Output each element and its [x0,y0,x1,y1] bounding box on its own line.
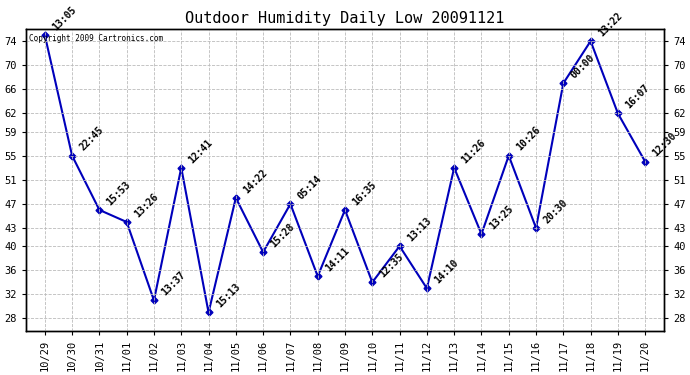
Text: 13:25: 13:25 [487,204,515,231]
Text: 12:30: 12:30 [651,131,678,159]
Text: 15:53: 15:53 [105,179,132,207]
Text: 22:45: 22:45 [78,125,106,153]
Title: Outdoor Humidity Daily Low 20091121: Outdoor Humidity Daily Low 20091121 [186,12,504,27]
Text: 14:10: 14:10 [433,258,460,285]
Text: 15:28: 15:28 [268,222,297,249]
Text: 13:22: 13:22 [596,10,624,38]
Text: 12:41: 12:41 [187,137,215,165]
Text: 14:11: 14:11 [323,246,351,273]
Text: 13:13: 13:13 [405,216,433,243]
Text: 16:35: 16:35 [351,179,378,207]
Text: 14:22: 14:22 [241,167,269,195]
Text: 00:00: 00:00 [569,53,597,81]
Text: 20:30: 20:30 [542,197,569,225]
Text: 10:26: 10:26 [514,125,542,153]
Text: 12:35: 12:35 [378,252,406,279]
Text: 13:26: 13:26 [132,191,160,219]
Text: 15:13: 15:13 [214,282,242,310]
Text: 05:14: 05:14 [296,173,324,201]
Text: Copyright 2009 Cartronics.com: Copyright 2009 Cartronics.com [29,33,163,42]
Text: 13:05: 13:05 [50,4,78,32]
Text: 16:07: 16:07 [624,83,651,111]
Text: 11:26: 11:26 [460,137,488,165]
Text: 13:37: 13:37 [159,270,188,298]
